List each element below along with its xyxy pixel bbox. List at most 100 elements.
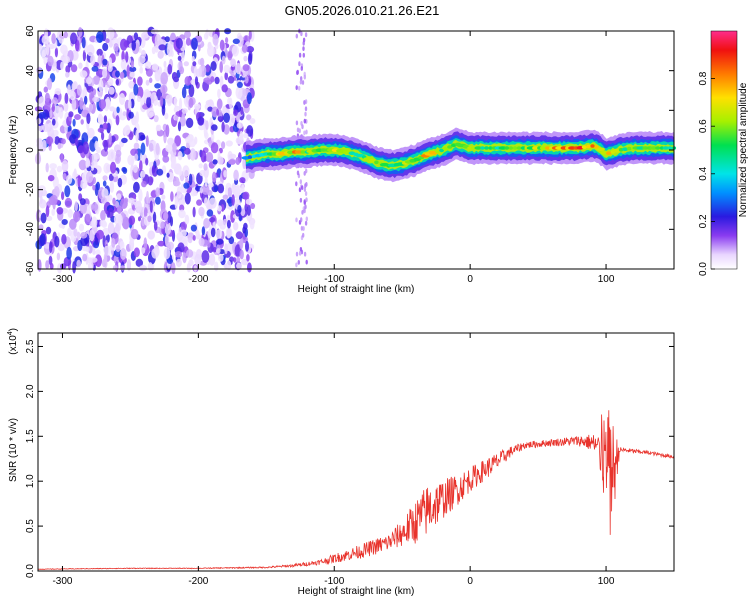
- noise-blob: [60, 263, 67, 270]
- noise-blob: [182, 252, 187, 264]
- noise-blob: [124, 197, 129, 204]
- noise-blob: [49, 241, 53, 254]
- noise-blob: [58, 107, 64, 119]
- noise-blob: [201, 226, 206, 236]
- noise-blob: [174, 115, 179, 121]
- noise-blob: [50, 194, 58, 205]
- noise-blob: [97, 115, 105, 125]
- noise-blob: [186, 249, 194, 258]
- noise-blob: [145, 135, 149, 147]
- noise-blob: [86, 113, 91, 125]
- noise-blob: [137, 76, 143, 86]
- noise-blob: [214, 185, 218, 192]
- noise-blob: [122, 126, 131, 136]
- noise-blob: [127, 154, 135, 166]
- noise-blob: [239, 177, 246, 184]
- noise-blob: [198, 124, 206, 131]
- noise-blob: [120, 38, 128, 51]
- noise-blob: [161, 104, 166, 116]
- noise-blob: [145, 157, 149, 166]
- colorbar-tick-label: 0.6: [698, 119, 709, 133]
- noise-blob: [109, 106, 116, 112]
- noise-blob: [108, 132, 112, 145]
- noise-blob: [299, 197, 303, 203]
- noise-blob: [96, 48, 103, 57]
- noise-blob: [100, 210, 106, 222]
- noise-blob: [298, 250, 302, 256]
- noise-blob: [79, 70, 88, 78]
- ridge-spot: [659, 146, 664, 150]
- noise-blob: [173, 76, 180, 83]
- noise-blob: [80, 119, 84, 125]
- noise-blob: [303, 130, 306, 136]
- noise-blob: [79, 97, 84, 110]
- noise-blob: [120, 248, 127, 260]
- noise-blob: [219, 61, 223, 73]
- noise-blob: [81, 36, 86, 49]
- x-tick-label: -100: [324, 576, 344, 587]
- noise-blob: [204, 176, 208, 187]
- noise-blob: [73, 211, 81, 223]
- noise-blob: [190, 224, 197, 232]
- noise-blob: [125, 51, 129, 63]
- noise-blob: [160, 72, 169, 85]
- noise-blob: [73, 168, 77, 178]
- noise-blob: [80, 232, 88, 239]
- noise-blob: [99, 220, 103, 227]
- noise-blob: [119, 93, 126, 105]
- y-tick-label: -60: [25, 261, 36, 276]
- noise-blob: [56, 165, 63, 173]
- noise-blob: [221, 55, 226, 65]
- noise-blob: [92, 177, 96, 184]
- x-tick-label: 100: [598, 274, 615, 285]
- noise-blob: [56, 207, 64, 215]
- noise-blob: [219, 39, 225, 51]
- noise-blob: [60, 153, 64, 163]
- noise-blob: [140, 134, 146, 141]
- noise-blob: [184, 214, 190, 225]
- noise-blob: [102, 42, 109, 52]
- noise-blob: [149, 77, 153, 84]
- noise-blob: [128, 66, 137, 72]
- noise-blob: [301, 185, 304, 191]
- noise-blob: [198, 163, 203, 169]
- noise-blob: [107, 155, 112, 161]
- noise-blob: [239, 249, 244, 260]
- noise-blob: [217, 116, 224, 122]
- noise-blob: [68, 111, 74, 118]
- noise-blob: [212, 246, 217, 253]
- ridge-spot: [512, 146, 518, 150]
- noise-blob: [236, 139, 244, 145]
- noise-blob: [163, 211, 169, 221]
- noise-blob: [73, 228, 78, 237]
- noise-blob: [103, 139, 109, 152]
- noise-blob: [300, 217, 303, 223]
- noise-blob: [42, 139, 47, 151]
- noise-blob: [159, 95, 164, 107]
- noise-blob: [67, 209, 73, 218]
- noise-blob: [206, 241, 211, 248]
- noise-blob: [84, 213, 91, 225]
- noise-blob: [84, 95, 88, 105]
- noise-blob: [242, 157, 247, 170]
- noise-blob: [194, 76, 199, 86]
- noise-blob: [64, 197, 73, 208]
- noise-blob: [217, 219, 224, 227]
- noise-blob: [148, 142, 154, 152]
- x-tick-label: 100: [598, 576, 615, 587]
- noise-blob: [108, 57, 113, 69]
- noise-blob: [64, 123, 68, 135]
- noise-blob: [243, 222, 248, 230]
- noise-blob: [196, 199, 203, 206]
- noise-blob: [117, 214, 123, 226]
- noise-blob: [78, 159, 87, 171]
- noise-blob: [304, 32, 308, 38]
- spectrogram-x-label: Height of straight line (km): [298, 284, 415, 295]
- noise-blob: [214, 76, 220, 85]
- noise-blob: [147, 230, 155, 240]
- noise-blob: [69, 90, 76, 101]
- noise-blob: [102, 58, 108, 66]
- x-tick-label: -200: [188, 274, 208, 285]
- noise-blob: [116, 106, 120, 114]
